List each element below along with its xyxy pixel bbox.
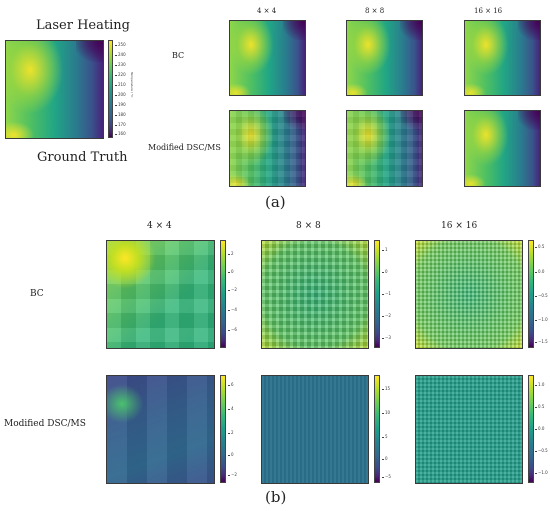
colorbar-bc-16x16 — [528, 240, 534, 348]
col-label-a-16x16: 16 × 16 — [474, 7, 503, 15]
col-label-a-4x4: 4 × 4 — [257, 7, 277, 15]
colorbar-ms-16x16 — [528, 375, 534, 483]
row-label-a-bc: BC — [172, 51, 185, 60]
col-label-b-4x4: 4 × 4 — [147, 221, 172, 231]
error-map-bc-8x8 — [261, 240, 369, 349]
error-map-ms-16x16 — [415, 375, 523, 484]
prediction-bc-16x16 — [464, 20, 541, 96]
prediction-ms-8x8 — [346, 110, 423, 187]
colorbar-ticks-bc-4x4: 2 0 −2 −4 −6 — [228, 251, 237, 332]
row-label-a-ms: Modified DSC/MS — [148, 143, 221, 152]
col-label-b-16x16: 16 × 16 — [441, 221, 478, 231]
ground-truth-subtitle: Ground Truth — [37, 150, 128, 165]
caption-a: (a) — [265, 193, 286, 211]
error-map-bc-4x4 — [106, 240, 215, 349]
colorbar-ticks-ms-16x16: 1.0 0.5 0.0 −0.5 −1.0 — [534, 382, 548, 475]
error-map-ms-8x8 — [261, 375, 369, 484]
ground-truth-colorbar-label: Temperature / °C — [130, 72, 134, 98]
colorbar-ticks-ms-8x8: 15 10 5 0 −5 — [381, 386, 391, 479]
prediction-ms-4x4 — [229, 110, 306, 187]
prediction-bc-8x8 — [346, 20, 423, 96]
ground-truth-colorbar — [108, 40, 113, 138]
col-label-a-8x8: 8 × 8 — [365, 7, 385, 15]
colorbar-ms-8x8 — [374, 375, 380, 483]
caption-b: (b) — [265, 488, 287, 506]
colorbar-bc-8x8 — [374, 240, 380, 348]
row-label-b-bc: BC — [30, 289, 44, 299]
colorbar-ms-4x4 — [220, 375, 226, 483]
ground-truth-colorbar-ticks: 250 240 230 220 210 200 190 180 170 160 — [115, 42, 126, 136]
colorbar-ticks-bc-8x8: 1 0 −1 −2 −3 — [382, 247, 391, 340]
error-map-bc-16x16 — [415, 240, 523, 349]
prediction-ms-16x16 — [464, 110, 541, 187]
ground-truth-map — [5, 40, 104, 139]
col-label-b-8x8: 8 × 8 — [296, 221, 321, 231]
ground-truth-title: Laser Heating — [36, 18, 130, 33]
row-label-b-ms: Modified DSC/MS — [4, 419, 86, 429]
prediction-bc-4x4 — [229, 20, 306, 96]
error-map-ms-4x4 — [106, 375, 215, 484]
colorbar-ticks-bc-16x16: 0.5 0.0 −0.5 −1.0 −1.5 — [534, 244, 548, 344]
colorbar-bc-4x4 — [220, 240, 226, 348]
colorbar-ticks-ms-4x4: 6 4 2 0 −2 — [228, 382, 237, 477]
